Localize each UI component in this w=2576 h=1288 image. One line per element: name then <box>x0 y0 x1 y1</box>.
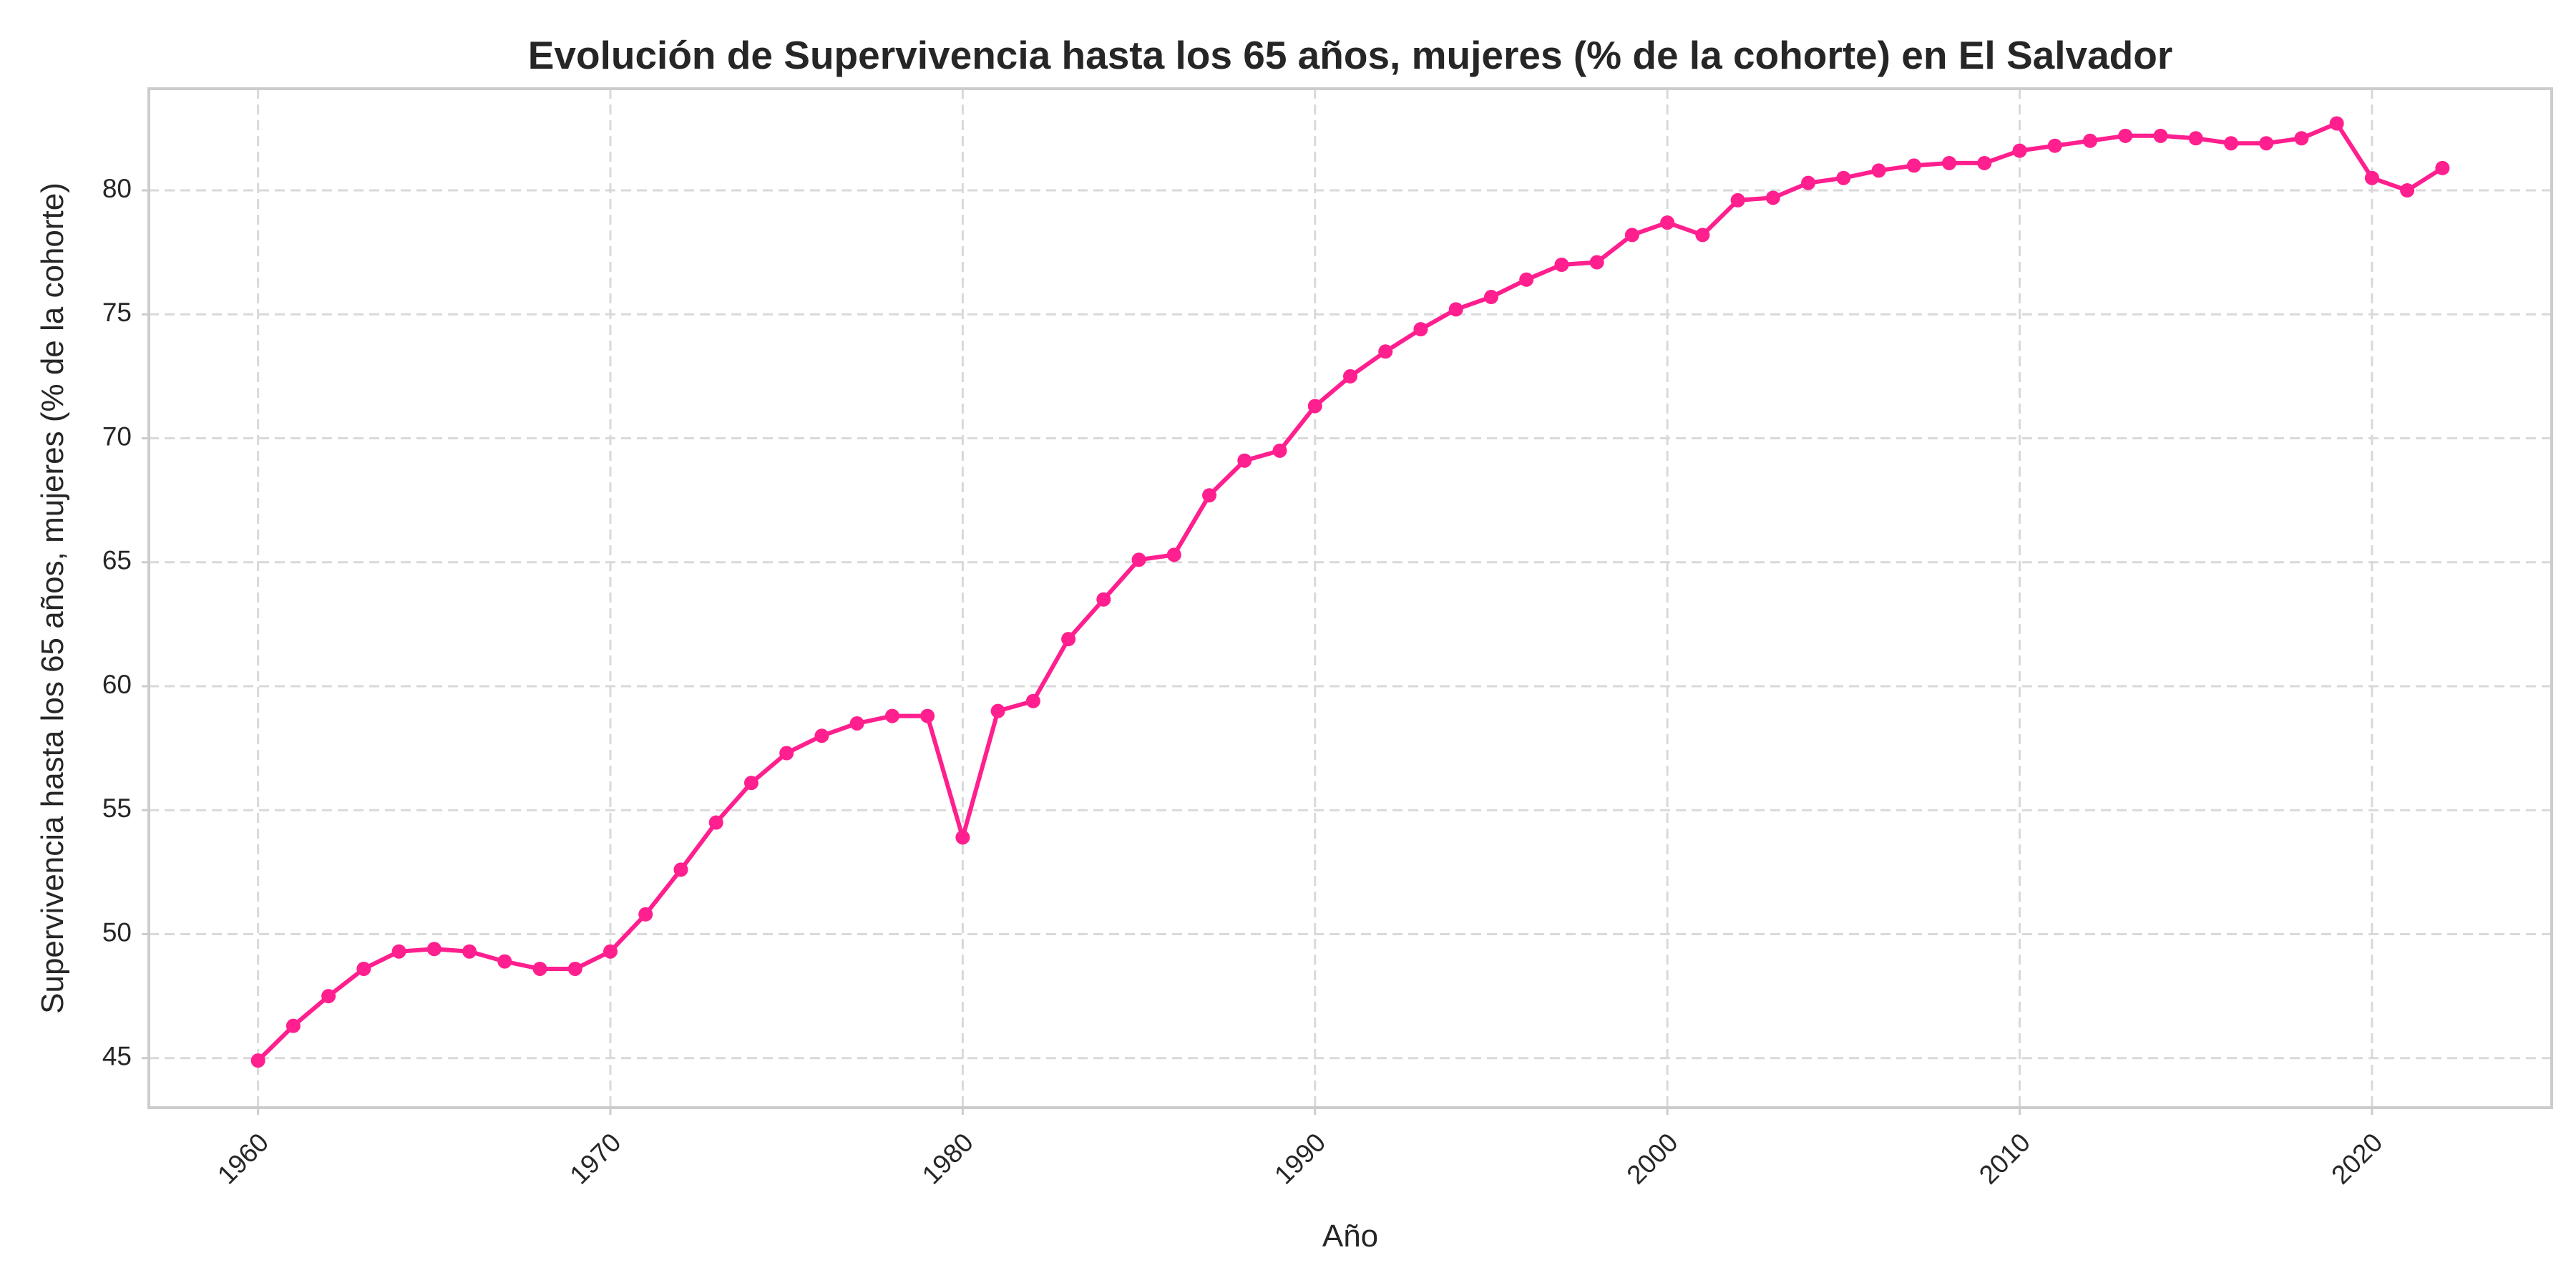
data-point <box>1096 592 1111 607</box>
data-point <box>2082 133 2097 148</box>
grid-layer <box>149 89 2552 1108</box>
y-tick-label: 60 <box>102 670 132 699</box>
data-point <box>1343 369 1357 384</box>
data-point <box>1272 443 1287 458</box>
data-point <box>603 944 618 959</box>
x-tick-label: 1970 <box>564 1128 626 1190</box>
tick-layer: 1960 1970 1980 1990 2000 2010 2020 45 50 55 60 65 70… <box>102 174 2389 1190</box>
y-tick-label: 70 <box>102 421 132 451</box>
data-point <box>1378 344 1393 359</box>
data-point <box>1554 257 1569 272</box>
data-point <box>250 1053 265 1068</box>
x-tick-label: 2000 <box>1621 1128 1684 1190</box>
series-layer <box>250 116 2450 1068</box>
data-point <box>2012 143 2027 158</box>
data-point <box>1871 163 1886 178</box>
x-axis-label: Año <box>1322 1219 1378 1254</box>
data-point <box>567 961 582 976</box>
data-point <box>2047 138 2062 153</box>
data-point <box>708 815 723 830</box>
data-point <box>2329 116 2344 131</box>
y-tick-label: 55 <box>102 794 132 823</box>
x-tick-label: 1960 <box>212 1128 274 1190</box>
data-point <box>638 907 653 922</box>
data-point <box>1836 170 1851 185</box>
data-point <box>391 944 406 959</box>
y-axis-label: Supervivencia hasta los 65 años, mujeres… <box>35 182 70 1014</box>
data-point <box>2153 128 2168 143</box>
data-point <box>814 728 829 743</box>
data-point <box>1977 155 1992 170</box>
data-point <box>321 989 336 1004</box>
plot-frame <box>147 87 2553 1109</box>
x-tick-label: 1980 <box>917 1128 979 1190</box>
data-point <box>1448 302 1463 317</box>
y-tick-label: 80 <box>102 174 132 203</box>
data-point <box>1025 693 1040 708</box>
data-point <box>849 716 864 731</box>
data-point <box>2400 183 2415 198</box>
data-point <box>779 746 794 761</box>
data-point <box>920 708 935 723</box>
x-tick-label: 2020 <box>2326 1128 2388 1190</box>
data-point <box>2294 131 2309 146</box>
data-point <box>1765 190 1780 205</box>
data-point <box>743 776 758 791</box>
data-point <box>2364 170 2379 185</box>
data-point <box>1166 547 1181 562</box>
chart-title: Evolución de Supervivencia hasta los 65 … <box>528 33 2173 77</box>
data-point <box>990 703 1005 718</box>
data-point <box>2223 136 2238 151</box>
data-point <box>1202 488 1217 503</box>
data-point <box>884 708 899 723</box>
x-tick-label: 1990 <box>1269 1128 1331 1190</box>
data-point <box>1413 322 1428 337</box>
data-point <box>2435 160 2450 175</box>
data-point <box>2188 131 2203 146</box>
data-point <box>426 942 441 957</box>
data-point <box>1061 632 1076 647</box>
data-point <box>286 1018 301 1033</box>
data-point <box>2259 136 2274 151</box>
data-point <box>2118 128 2133 143</box>
data-point <box>673 862 688 877</box>
series-line <box>255 121 2445 1063</box>
data-point <box>532 961 547 976</box>
data-point <box>1131 552 1146 567</box>
data-point <box>356 961 371 976</box>
data-point <box>1483 290 1498 305</box>
data-point <box>1307 399 1322 414</box>
data-point <box>1730 192 1745 208</box>
data-point <box>1589 255 1604 270</box>
data-point <box>1519 272 1534 287</box>
data-point <box>1237 453 1252 468</box>
y-tick-label: 65 <box>102 546 132 575</box>
data-point <box>497 954 512 969</box>
y-tick-label: 45 <box>102 1041 132 1070</box>
y-tick-label: 50 <box>102 917 132 947</box>
data-point <box>955 830 970 845</box>
data-point <box>1906 158 1921 173</box>
data-point <box>1660 215 1675 230</box>
x-tick-label: 2010 <box>1974 1128 2036 1190</box>
data-point <box>1801 175 1816 190</box>
data-point <box>1624 228 1639 243</box>
y-tick-label: 75 <box>102 298 132 327</box>
data-point <box>462 944 477 959</box>
data-point <box>1942 155 1957 170</box>
data-point <box>1695 228 1710 243</box>
